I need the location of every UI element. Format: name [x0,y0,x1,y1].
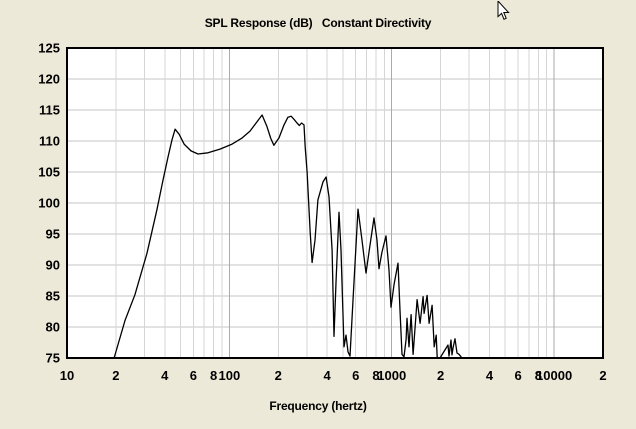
plot-border [66,47,604,359]
y-tick-label: 125 [38,41,60,56]
x-tick-label: 2 [275,368,282,383]
x-axis-title: Frequency (hertz) [269,399,367,413]
x-tick-label: 2 [599,368,606,383]
chart-title: SPL Response (dB) Constant Directivity [204,16,432,30]
x-tick-label: 8 [372,368,379,383]
x-tick-label: 2 [112,368,119,383]
x-tick-label: 6 [352,368,359,383]
x-tick-label: 10 [60,368,74,383]
y-tick-label: 80 [46,320,60,335]
spl-curve [113,114,463,359]
x-tick-label: 4 [161,368,169,383]
mouse-cursor-icon [497,1,510,20]
y-tick-label: 95 [46,227,60,242]
x-tick-label: 1000 [377,368,406,383]
x-tick-label: 4 [486,368,494,383]
y-tick-label: 105 [38,165,60,180]
y-tick-label: 110 [39,134,60,149]
y-tick-label: 115 [39,103,60,118]
y-tick-label: 85 [46,289,60,304]
y-tick-label: 120 [38,72,60,87]
x-tick-label: 8 [535,368,542,383]
y-tick-label: 90 [46,258,60,273]
x-tick-label: 100 [219,368,241,383]
x-tick-label: 4 [324,368,332,383]
x-tick-label: 10000 [536,368,572,383]
x-tick-label: 6 [514,368,521,383]
x-tick-label: 8 [210,368,217,383]
y-tick-label: 100 [38,196,60,211]
x-tick-label: 2 [437,368,444,383]
y-tick-label: 75 [46,351,60,366]
x-tick-label: 6 [190,368,197,383]
arrow-pointer [497,1,510,20]
